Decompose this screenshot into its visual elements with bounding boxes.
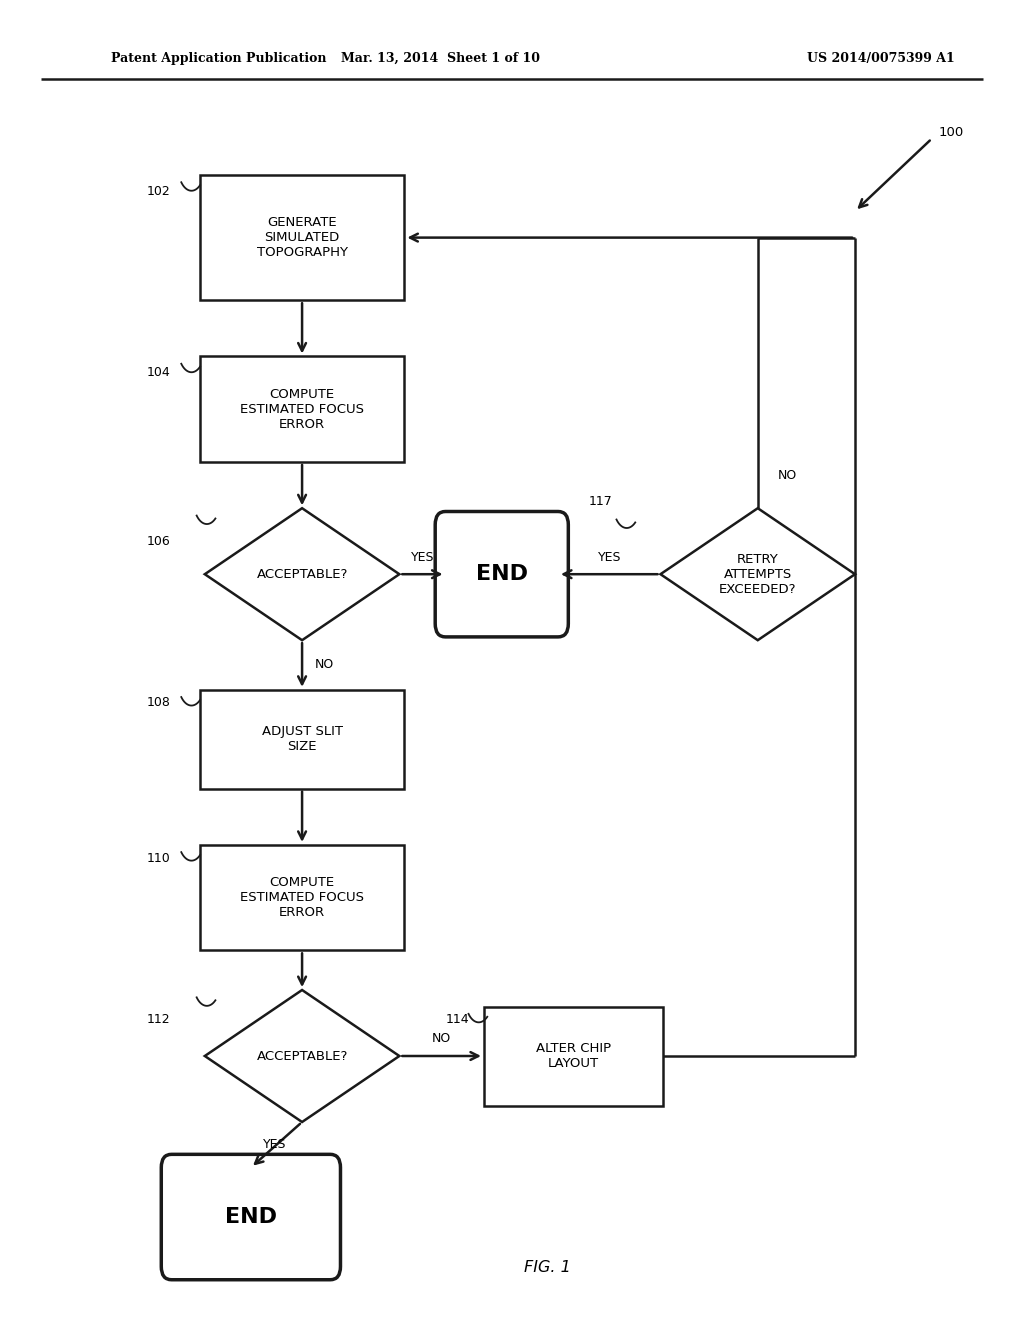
FancyBboxPatch shape: [484, 1006, 664, 1106]
Text: RETRY
ATTEMPTS
EXCEEDED?: RETRY ATTEMPTS EXCEEDED?: [719, 553, 797, 595]
Text: 110: 110: [146, 851, 170, 865]
FancyBboxPatch shape: [200, 689, 404, 788]
Text: GENERATE
SIMULATED
TOPOGRAPHY: GENERATE SIMULATED TOPOGRAPHY: [257, 216, 347, 259]
Text: COMPUTE
ESTIMATED FOCUS
ERROR: COMPUTE ESTIMATED FOCUS ERROR: [240, 876, 365, 919]
Text: ADJUST SLIT
SIZE: ADJUST SLIT SIZE: [261, 725, 343, 754]
FancyBboxPatch shape: [435, 512, 568, 638]
FancyBboxPatch shape: [200, 845, 404, 950]
Text: 112: 112: [146, 1012, 170, 1026]
Text: 100: 100: [939, 125, 965, 139]
Text: NO: NO: [314, 659, 334, 672]
Polygon shape: [205, 508, 399, 640]
Text: 102: 102: [146, 185, 170, 198]
FancyBboxPatch shape: [200, 356, 404, 462]
Text: ACCEPTABLE?: ACCEPTABLE?: [256, 568, 348, 581]
Text: US 2014/0075399 A1: US 2014/0075399 A1: [807, 51, 954, 65]
Text: FIG. 1: FIG. 1: [524, 1259, 571, 1275]
Text: YES: YES: [598, 550, 621, 564]
Text: COMPUTE
ESTIMATED FOCUS
ERROR: COMPUTE ESTIMATED FOCUS ERROR: [240, 388, 365, 430]
Text: 108: 108: [146, 696, 170, 709]
Polygon shape: [205, 990, 399, 1122]
Text: END: END: [476, 564, 527, 585]
Text: NO: NO: [432, 1032, 452, 1045]
FancyBboxPatch shape: [161, 1154, 340, 1280]
Polygon shape: [660, 508, 855, 640]
Text: NO: NO: [778, 469, 798, 482]
Text: Patent Application Publication: Patent Application Publication: [111, 51, 326, 65]
Text: 106: 106: [146, 535, 170, 548]
Text: END: END: [225, 1206, 276, 1228]
Text: 117: 117: [589, 495, 612, 508]
Text: YES: YES: [263, 1138, 287, 1151]
Text: Mar. 13, 2014  Sheet 1 of 10: Mar. 13, 2014 Sheet 1 of 10: [341, 51, 540, 65]
Text: ACCEPTABLE?: ACCEPTABLE?: [256, 1049, 348, 1063]
FancyBboxPatch shape: [200, 176, 404, 301]
Text: 114: 114: [445, 1012, 469, 1026]
Text: 104: 104: [146, 366, 170, 379]
Text: ALTER CHIP
LAYOUT: ALTER CHIP LAYOUT: [536, 1041, 611, 1071]
Text: YES: YES: [411, 550, 434, 564]
